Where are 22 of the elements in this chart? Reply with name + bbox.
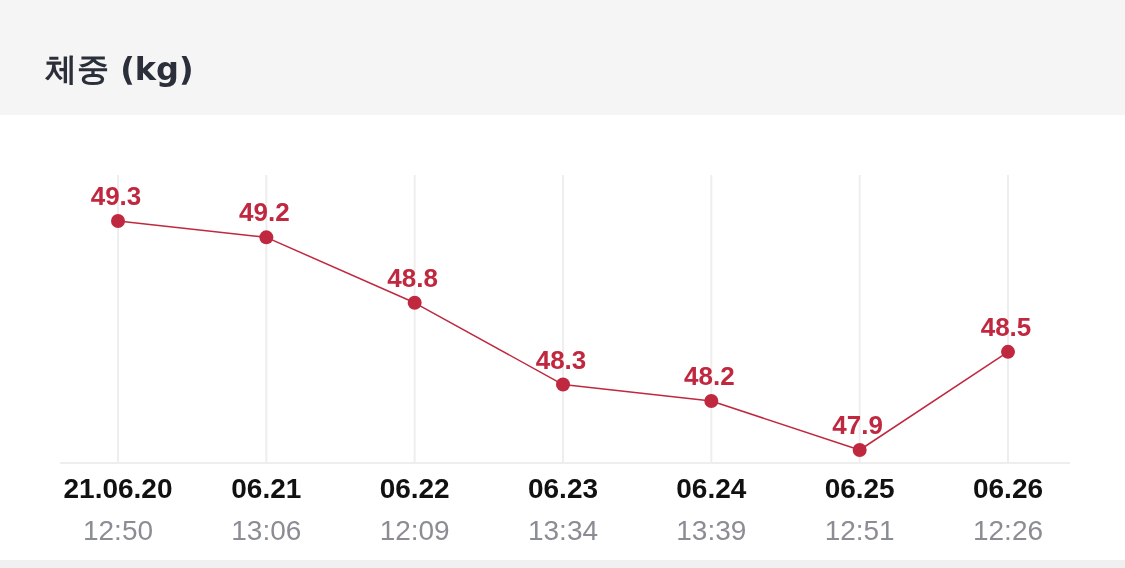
point	[852, 443, 867, 457]
point	[556, 377, 570, 392]
data-label: 48.8	[387, 262, 438, 293]
data-label: 49.2	[239, 197, 290, 228]
data-label: 48.2	[684, 360, 735, 391]
x-tick-label: 06.22 12:09	[379, 473, 450, 546]
point	[1001, 344, 1015, 359]
data-label: 47.9	[832, 410, 883, 440]
point	[259, 230, 274, 245]
point	[111, 214, 125, 228]
point	[407, 295, 422, 310]
x-tick-label: 06.26 12:26	[972, 473, 1044, 546]
data-label: 49.3	[90, 181, 142, 211]
chart-title: 체중 (kg)	[45, 50, 194, 88]
x-tick-label: 06.21 13:06	[231, 473, 302, 546]
x-tick-label: 06.25 12:51	[824, 473, 895, 546]
data-label: 48.5	[980, 311, 1032, 342]
x-tick-label: 06.23 13:34	[527, 473, 599, 546]
x-tick-label: 06.24 13:39	[676, 473, 747, 546]
point	[704, 393, 719, 408]
x-tick-label: 21.06.20 12:50	[63, 473, 173, 546]
data-label: 48.3	[535, 344, 587, 375]
